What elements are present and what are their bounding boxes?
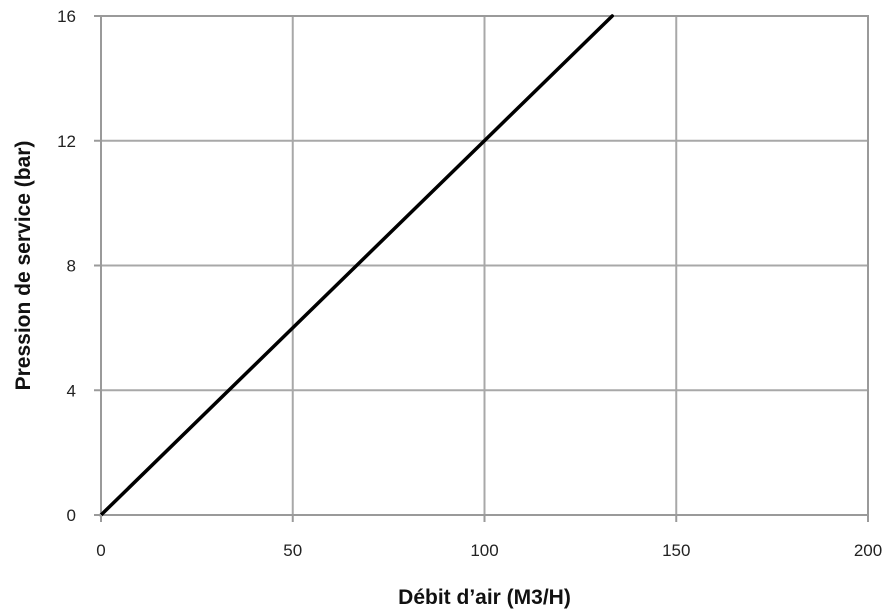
series-layer xyxy=(99,14,614,517)
x-tick-label: 150 xyxy=(662,541,690,560)
y-tick-label: 12 xyxy=(57,132,76,151)
x-tick-label: 0 xyxy=(96,541,105,560)
x-tick-label: 200 xyxy=(854,541,882,560)
x-axis-label: Débit d’air (M3/H) xyxy=(398,586,571,609)
grid xyxy=(101,16,868,515)
y-axis-label: Pression de service (bar) xyxy=(12,141,35,391)
x-axis-ticks: 0 50 100 150 200 xyxy=(96,515,882,560)
y-tick-label: 8 xyxy=(67,257,76,276)
x-tick-label: 50 xyxy=(283,541,302,560)
x-tick-label: 100 xyxy=(470,541,498,560)
y-axis-ticks: 0 4 8 12 16 xyxy=(57,7,101,525)
y-tick-label: 0 xyxy=(67,506,76,525)
y-tick-label: 4 xyxy=(67,381,76,400)
series-line xyxy=(99,14,614,517)
y-tick-label: 16 xyxy=(57,7,76,26)
